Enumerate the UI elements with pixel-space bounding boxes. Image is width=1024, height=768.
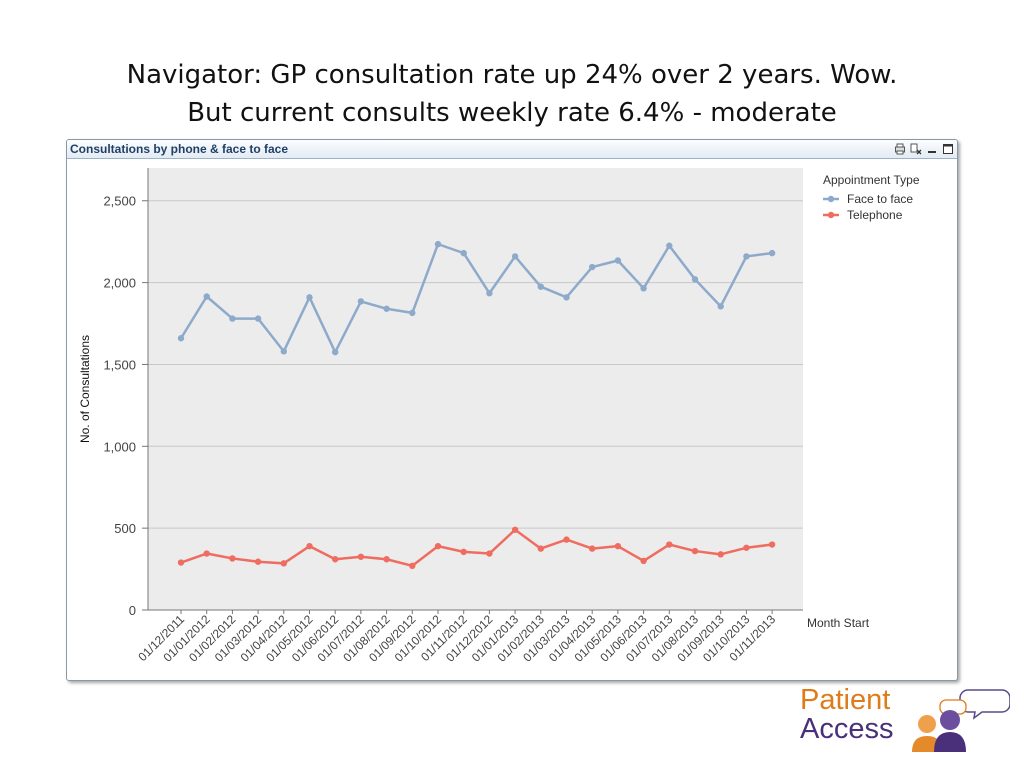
y-axis-label: No. of Consultations <box>78 335 92 443</box>
logo-word-access: Access <box>800 713 894 745</box>
data-point-telephone <box>357 553 365 560</box>
data-point-telephone <box>434 542 442 550</box>
data-point-telephone <box>460 548 467 556</box>
data-point-face-to-face <box>614 257 622 264</box>
legend-swatch-marker <box>827 211 835 219</box>
data-point-face-to-face <box>434 240 442 248</box>
plot-area <box>148 168 803 610</box>
y-tick-label: 1,000 <box>103 439 136 454</box>
data-point-face-to-face <box>332 348 339 356</box>
data-point-face-to-face <box>589 263 596 271</box>
data-point-face-to-face <box>486 290 493 297</box>
data-point-telephone <box>511 526 519 533</box>
data-point-telephone <box>306 542 313 550</box>
chart-caption: Consultations by phone & face to face <box>70 142 289 156</box>
x-axis-label: Month Start <box>807 616 870 630</box>
data-point-telephone <box>383 556 390 563</box>
chart-window: 0 500 1,000 1,500 2,000 2,500 01/12/2011 01/01/… <box>66 139 958 681</box>
series-line-telephone <box>180 528 773 568</box>
series-line-face-to-face <box>179 242 773 354</box>
data-point-telephone <box>666 541 673 548</box>
title-line-1: Navigator: GP consultation rate up 24% o… <box>126 60 898 90</box>
data-point-telephone <box>254 558 262 565</box>
y-tick-label: 2,500 <box>103 194 136 209</box>
data-point-face-to-face <box>383 305 390 312</box>
data-point-face-to-face <box>717 303 724 310</box>
data-point-face-to-face <box>306 294 313 301</box>
logo-people-icon <box>912 689 1010 752</box>
data-point-telephone <box>743 544 750 551</box>
chart-caption-bar[interactable]: Consultations by phone & face to face <box>67 140 957 159</box>
clear-icon[interactable] <box>910 143 922 155</box>
data-point-telephone <box>486 550 493 557</box>
line-chart: 05001,0001,5002,0002,50001/12/201101/01/… <box>78 168 920 665</box>
data-point-telephone <box>614 542 622 550</box>
y-tick-label: 0 <box>129 603 136 618</box>
maximize-icon[interactable] <box>942 143 954 155</box>
data-point-telephone <box>229 555 236 562</box>
legend-swatch-marker <box>827 195 835 203</box>
slide-title: Navigator: GP consultation rate up 24% o… <box>0 56 1024 132</box>
data-point-face-to-face <box>460 249 467 257</box>
data-point-face-to-face <box>666 242 673 249</box>
data-point-telephone <box>691 547 699 555</box>
data-point-telephone <box>589 545 596 552</box>
y-tick-label: 1,500 <box>103 357 136 372</box>
data-point-face-to-face <box>254 315 262 322</box>
data-point-face-to-face <box>691 276 699 283</box>
legend-entry-telephone: Telephone <box>847 208 903 222</box>
title-line-2: But current consults weekly rate 6.4% - … <box>187 98 837 128</box>
y-tick-label: 500 <box>114 521 136 536</box>
y-tick-label: 2,000 <box>103 276 136 291</box>
minimize-icon[interactable] <box>926 143 938 155</box>
data-point-face-to-face <box>229 315 236 322</box>
data-point-telephone <box>717 551 724 558</box>
data-point-face-to-face <box>177 335 185 342</box>
data-point-face-to-face <box>357 298 365 305</box>
data-point-telephone <box>177 559 185 566</box>
legend-entry-face-to-face: Face to face <box>847 192 913 206</box>
logo-word-patient: Patient <box>800 684 891 716</box>
print-icon[interactable] <box>894 143 906 155</box>
logo-text: Patient Access <box>800 686 893 744</box>
data-point-telephone <box>332 556 339 563</box>
data-point-face-to-face <box>203 293 210 300</box>
data-point-telephone <box>203 550 210 557</box>
legend-title: Appointment Type <box>823 173 920 187</box>
data-point-telephone <box>768 541 776 548</box>
caption-icons <box>894 142 954 156</box>
data-point-face-to-face <box>768 249 776 257</box>
data-point-telephone <box>537 545 544 552</box>
data-point-face-to-face <box>743 253 750 260</box>
data-point-telephone <box>409 562 416 569</box>
data-point-face-to-face <box>563 294 570 301</box>
data-point-face-to-face <box>537 283 544 290</box>
data-point-telephone <box>563 536 570 543</box>
data-point-face-to-face <box>409 309 416 317</box>
data-point-face-to-face <box>511 253 519 260</box>
data-point-telephone <box>280 560 287 567</box>
data-point-telephone <box>640 557 647 565</box>
data-point-face-to-face <box>640 285 647 292</box>
patient-access-logo: Patient Access <box>800 686 1010 758</box>
data-point-face-to-face <box>280 348 287 355</box>
